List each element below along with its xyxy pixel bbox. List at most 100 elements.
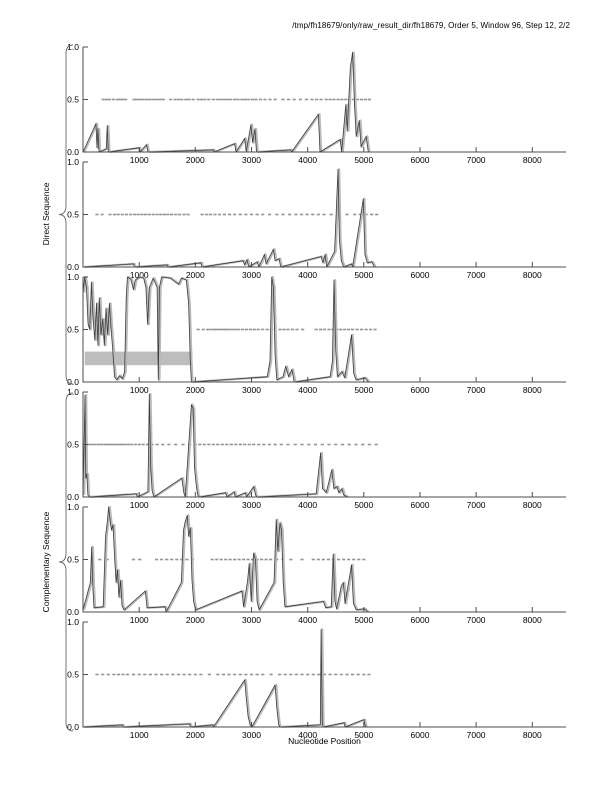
x-tick-label: 2000 — [186, 500, 205, 510]
y-tick-label: 0.5 — [67, 555, 79, 565]
orf-marker — [171, 673, 175, 676]
orf-marker — [117, 443, 121, 446]
orf-marker — [106, 673, 110, 676]
orf-marker — [144, 98, 149, 101]
x-tick-label: 7000 — [467, 615, 486, 625]
orf-marker — [174, 443, 178, 446]
x-tick-label: 3000 — [242, 155, 261, 165]
orf-marker — [143, 673, 147, 676]
x-tick-label: 8000 — [523, 730, 542, 740]
orf-marker — [363, 98, 368, 101]
orf-marker — [224, 558, 228, 561]
orf-marker — [289, 558, 293, 561]
x-tick-label: 5000 — [354, 270, 373, 280]
orf-marker — [300, 673, 304, 676]
orf-marker — [251, 98, 255, 101]
orf-marker — [374, 443, 378, 446]
orf-marker — [176, 673, 181, 676]
orf-marker — [124, 213, 129, 216]
orf-marker — [345, 213, 349, 216]
subplot-1: 1000 2000 3000 4000 5000 6000 7000 8000 0.0 0.5 1.… — [67, 42, 566, 165]
orf-marker — [246, 558, 250, 561]
orf-marker — [112, 213, 117, 216]
x-tick-label: 1000 — [130, 155, 149, 165]
orf-marker — [328, 673, 332, 676]
x-tick-label: 1000 — [130, 730, 149, 740]
orf-marker — [108, 213, 112, 216]
signal-curve-echo — [295, 279, 371, 384]
plot-title: /tmp/fh18679/only/raw_result_dir/fh18679… — [292, 21, 570, 30]
orf-marker — [138, 98, 142, 101]
orf-marker — [353, 213, 357, 216]
orf-marker — [176, 98, 181, 101]
orf-marker — [180, 558, 184, 561]
orf-marker — [178, 213, 182, 216]
orf-marker — [354, 443, 358, 446]
signal-curve-echo — [227, 490, 238, 498]
orf-marker — [216, 443, 220, 446]
orf-marker — [207, 443, 211, 446]
orf-marker — [240, 98, 244, 101]
x-tick-label: 1000 — [130, 385, 149, 395]
orf-marker — [218, 328, 222, 331]
orf-marker — [219, 558, 223, 561]
orf-marker — [243, 98, 247, 101]
subplot-3: 1000 2000 3000 4000 5000 6000 7000 8000 0.0 0.5 1.… — [67, 272, 566, 395]
orf-marker — [256, 328, 260, 331]
orf-marker — [160, 558, 164, 561]
orf-marker — [358, 213, 362, 216]
signal-curve-echo — [320, 138, 344, 153]
orf-marker — [251, 558, 255, 561]
x-tick-label: 3000 — [242, 615, 261, 625]
orf-marker — [222, 213, 227, 216]
orf-marker — [260, 558, 264, 561]
x-tick-label: 2000 — [186, 155, 205, 165]
orf-marker — [336, 98, 340, 101]
orf-marker — [319, 328, 323, 331]
orf-marker — [299, 213, 304, 216]
orf-marker — [98, 558, 102, 561]
orf-marker — [311, 213, 315, 216]
orf-marker — [169, 213, 174, 216]
orf-marker — [340, 443, 345, 446]
orf-marker — [265, 328, 269, 331]
x-tick-label: 8000 — [523, 270, 542, 280]
orf-marker — [311, 558, 315, 561]
x-tick-label: 7000 — [467, 385, 486, 395]
signal-curve-echo — [246, 485, 259, 498]
x-tick-label: 3000 — [242, 270, 261, 280]
orf-marker — [255, 673, 259, 676]
orf-marker — [103, 443, 107, 446]
orf-marker — [99, 443, 104, 446]
orf-marker — [108, 443, 113, 446]
orf-marker — [155, 443, 159, 446]
orf-marker — [162, 213, 166, 216]
orf-marker — [199, 673, 203, 676]
orf-marker — [327, 443, 331, 446]
orf-marker — [252, 443, 256, 446]
x-tick-label: 2000 — [186, 615, 205, 625]
orf-marker — [317, 673, 321, 676]
signal-curve — [82, 276, 566, 383]
orf-marker — [242, 558, 246, 561]
orf-marker — [129, 213, 133, 216]
orf-marker — [263, 98, 267, 101]
orf-marker — [180, 98, 184, 101]
orf-marker — [155, 98, 159, 101]
orf-marker — [186, 213, 190, 216]
y-tick-label: 0.0 — [67, 607, 79, 617]
orf-marker — [267, 443, 272, 446]
y-tick-label: 0.0 — [67, 492, 79, 502]
orf-marker — [289, 673, 293, 676]
orf-marker — [105, 558, 109, 561]
orf-marker — [345, 673, 349, 676]
orf-marker — [228, 213, 232, 216]
orf-marker — [167, 443, 171, 446]
orf-marker — [292, 98, 296, 101]
orf-marker — [159, 213, 163, 216]
orf-marker — [273, 98, 277, 101]
orf-marker — [135, 98, 139, 101]
orf-marker — [211, 443, 215, 446]
orf-marker — [264, 558, 268, 561]
